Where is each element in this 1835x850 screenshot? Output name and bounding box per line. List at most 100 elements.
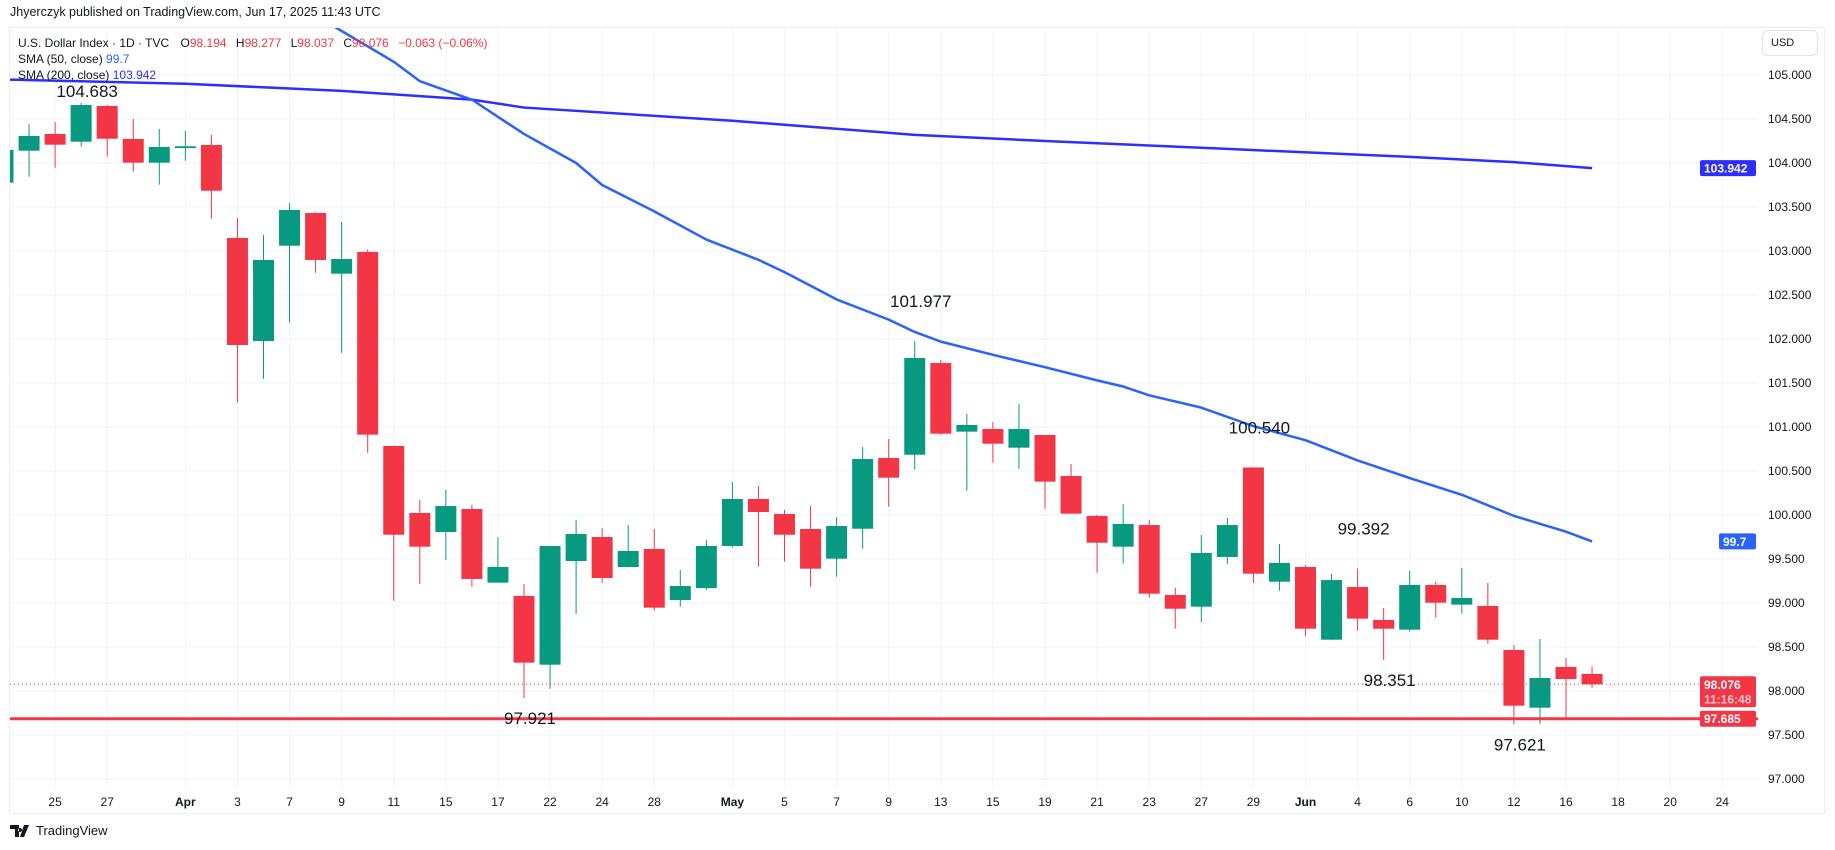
candle <box>383 445 405 601</box>
candle <box>279 203 301 323</box>
time-tick-label: 13 <box>934 795 948 809</box>
candle-body <box>721 498 743 546</box>
time-tick-label: 9 <box>338 795 345 809</box>
candle-body <box>1399 584 1421 630</box>
open-value: 98.194 <box>189 36 227 50</box>
candle <box>643 528 665 611</box>
candle-body <box>279 209 301 246</box>
price-tick-label: 104.000 <box>1768 156 1812 170</box>
support-badge: 97.685 <box>1704 712 1741 726</box>
countdown-label: 11:16:48 <box>1704 692 1752 706</box>
candle-body <box>617 550 639 568</box>
brand-name: TradingView <box>36 823 108 838</box>
price-tick-label: 103.000 <box>1768 244 1812 258</box>
time-tick-label: May <box>721 795 745 809</box>
price-tick-label: 99.000 <box>1768 596 1805 610</box>
candle <box>930 360 952 435</box>
candle-body <box>1425 584 1447 603</box>
candle <box>1503 644 1525 725</box>
price-annotation: 104.683 <box>56 82 117 101</box>
time-tick-label: 24 <box>595 795 609 809</box>
price-tick-label: 100.500 <box>1768 464 1812 478</box>
candle <box>982 421 1004 463</box>
candle-body <box>1164 594 1186 609</box>
symbol-title[interactable]: U.S. Dollar Index · 1D · TVC <box>18 36 170 50</box>
candle-body <box>1581 673 1603 685</box>
time-tick-label: 17 <box>491 795 505 809</box>
candle <box>1581 666 1603 688</box>
candle-body <box>1216 525 1238 557</box>
time-tick-label: 27 <box>1195 795 1209 809</box>
time-tick-label: 11 <box>388 795 401 809</box>
candle-body <box>1503 649 1525 706</box>
candle-body <box>1529 677 1551 708</box>
candle <box>122 119 144 172</box>
candle-body <box>1295 567 1316 629</box>
candle-body <box>591 537 613 579</box>
time-tick-label: 28 <box>648 795 662 809</box>
candle-body <box>1451 597 1473 605</box>
price-axis[interactable]: 97.000 97.500 98.000 98.500 99.000 99.500 100.… <box>1768 68 1812 786</box>
price-tick-label: 102.500 <box>1768 288 1812 302</box>
candle-body <box>409 512 431 547</box>
candle-body <box>148 146 170 163</box>
high-value: 98.277 <box>244 36 282 50</box>
candle <box>1373 608 1395 661</box>
candle-body <box>253 259 274 342</box>
candle-body <box>1373 619 1395 629</box>
candle-body <box>174 146 196 149</box>
candle <box>1451 567 1473 614</box>
annotations: 104.683 101.977 100.540 99.392 97.921 98.351 9… <box>56 82 1545 754</box>
candle <box>591 528 613 584</box>
time-tick-label: Jun <box>1295 795 1316 809</box>
price-tick-label: 99.500 <box>1768 552 1805 566</box>
legend-sma50[interactable]: SMA (50, close) 99.7 <box>18 51 493 67</box>
time-tick-label: 7 <box>833 795 840 809</box>
price-tick-label: 101.500 <box>1768 376 1812 390</box>
sma200-line <box>10 78 1593 170</box>
candle-body <box>1008 429 1030 448</box>
candle <box>1477 583 1499 644</box>
candle <box>174 130 196 161</box>
candle <box>253 234 274 379</box>
sma200-badge: 103.942 <box>1704 162 1748 176</box>
candle-body <box>461 509 483 579</box>
candle <box>1060 463 1082 514</box>
sma50-label: SMA (50, close) <box>18 52 103 66</box>
candle <box>1086 515 1108 573</box>
candle <box>10 149 14 183</box>
candle-body <box>1138 525 1160 594</box>
candle <box>565 520 587 614</box>
candle-body <box>331 259 353 274</box>
candle <box>226 218 248 403</box>
time-tick-label: 22 <box>543 795 557 809</box>
price-annotation: 101.977 <box>890 292 951 311</box>
candle-body <box>956 424 978 432</box>
candle <box>148 129 170 185</box>
change-value: −0.063 (−0.06%) <box>398 36 488 50</box>
candle <box>435 490 457 560</box>
candle-body <box>1190 553 1212 607</box>
candle-body <box>487 567 509 583</box>
time-tick-label: 10 <box>1455 795 1469 809</box>
candle <box>357 249 379 453</box>
price-tick-label: 104.500 <box>1768 112 1812 126</box>
time-axis[interactable]: 25 27 Apr 3 7 9 11 15 17 22 24 28 May 5 7 9 13 15 19 21 23 27… <box>48 795 1729 809</box>
currency-button[interactable]: USD <box>1762 30 1818 56</box>
price-tick-label: 105.000 <box>1768 68 1812 82</box>
time-tick-label: 29 <box>1247 795 1261 809</box>
footer-brand[interactable]: TradingView <box>10 823 108 838</box>
price-annotation: 97.621 <box>1494 735 1546 754</box>
candle-body <box>122 138 144 163</box>
chart-frame <box>9 27 1825 814</box>
price-tick-label: 103.500 <box>1768 200 1812 214</box>
candle-body <box>383 446 405 535</box>
candle <box>1034 435 1056 509</box>
candle-body <box>1268 562 1290 582</box>
candle <box>1321 573 1343 640</box>
time-tick-label: 9 <box>885 795 892 809</box>
time-tick-label: 3 <box>234 795 241 809</box>
candle <box>669 570 691 607</box>
legend-sma200[interactable]: SMA (200, close) 103.942 <box>18 67 493 83</box>
